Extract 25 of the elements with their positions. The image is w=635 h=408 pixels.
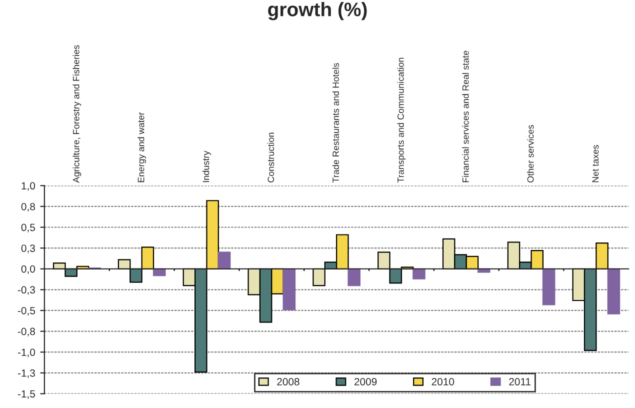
x-tick-label: Transports and Communication (397, 58, 406, 183)
chart-title: growth (%) (268, 2, 367, 20)
x-tick-label: Trade Restaurants and Hotels (332, 63, 339, 183)
y-tick-label: -0,5 (18, 306, 35, 316)
y-tick-label: 0,3 (21, 244, 35, 254)
x-tick-label: Net taxes (592, 145, 599, 182)
y-tick-label: 0,5 (21, 224, 35, 232)
y-tick-label: -1,5 (18, 390, 35, 399)
y-tick-label: -0,3 (18, 286, 35, 295)
y-tick-label: -1,0 (18, 348, 36, 358)
y-tick-label: -0,8 (18, 328, 35, 336)
y-tick-label: 0,0 (21, 265, 36, 274)
x-tick-label: Construction (267, 132, 274, 182)
y-tick-label: -1,3 (18, 369, 35, 378)
x-tick-label: Other services (527, 124, 534, 182)
x-tick-label: Agriculture, Forestry and Fisheries (72, 45, 82, 183)
x-tick-label: Energy and water (138, 112, 146, 182)
legend-label: 2010 (432, 378, 454, 386)
x-tick-label: Industry (202, 150, 211, 182)
legend-label: 2008 (277, 378, 300, 386)
x-tick-label: Financial services and Real state (462, 50, 469, 182)
y-tick-label: 0,8 (21, 202, 35, 212)
legend-label: 2011 (509, 378, 531, 386)
y-tick-label: 1,0 (22, 182, 36, 191)
legend-label: 2009 (354, 378, 377, 386)
